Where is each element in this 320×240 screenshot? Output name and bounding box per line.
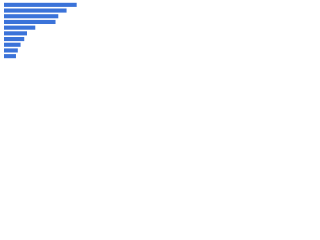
- bar: [4, 36, 25, 42]
- bar: [4, 8, 67, 13]
- bar: [4, 48, 18, 53]
- bar: [4, 25, 36, 30]
- bar: [4, 19, 56, 25]
- bar: [4, 2, 77, 7]
- bar: [4, 54, 16, 59]
- bar: [4, 31, 27, 36]
- page: {"chart_data": {"type": "bar", "orientat…: [0, 0, 100, 71]
- bar: [4, 14, 59, 19]
- chart: [4, 2, 77, 59]
- bar: [4, 42, 21, 47]
